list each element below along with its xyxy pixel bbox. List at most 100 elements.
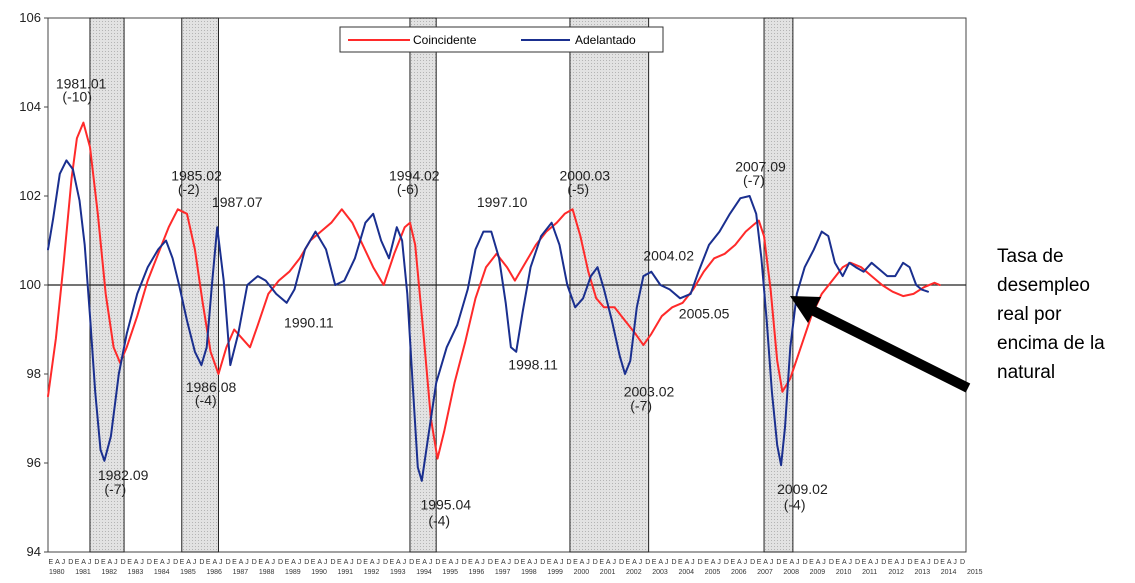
- x-year-label: 2003: [652, 569, 668, 576]
- x-year-label: 2000: [574, 569, 590, 576]
- annotations: 1981.01(-10)1982.09(-7)1985.02(-2)1987.0…: [56, 75, 828, 528]
- annotation-label: (-7): [104, 481, 126, 497]
- x-month-tick: J: [298, 559, 302, 566]
- x-month-tick: E: [652, 559, 657, 566]
- side-note-line: real por: [997, 304, 1062, 325]
- x-month-tick: E: [547, 559, 552, 566]
- x-year-label: 1987: [233, 569, 249, 576]
- x-year-label: 1992: [364, 569, 380, 576]
- x-month-tick: A: [291, 559, 296, 566]
- x-month-tick: J: [927, 559, 931, 566]
- x-month-tick: J: [455, 559, 459, 566]
- x-month-tick: E: [101, 559, 106, 566]
- x-month-tick: E: [389, 559, 394, 566]
- x-month-tick: E: [49, 559, 54, 566]
- x-month-tick: J: [770, 559, 774, 566]
- annotation-label: 1998.11: [508, 357, 558, 373]
- x-month-tick: E: [232, 559, 237, 566]
- annotation-label: 1995.04: [420, 497, 471, 513]
- x-month-tick: E: [127, 559, 132, 566]
- x-month-tick: A: [239, 559, 244, 566]
- x-month-tick: A: [553, 559, 558, 566]
- x-month-tick: A: [868, 559, 873, 566]
- x-month-tick: D: [776, 559, 781, 566]
- x-month-tick: D: [304, 559, 309, 566]
- x-month-tick: A: [527, 559, 532, 566]
- x-month-tick: D: [960, 559, 965, 566]
- x-month-tick: E: [442, 559, 447, 566]
- x-year-label: 2011: [862, 569, 877, 576]
- x-month-tick: E: [678, 559, 683, 566]
- x-month-tick: J: [376, 559, 380, 566]
- x-month-tick: D: [934, 559, 939, 566]
- annotation-label: 2004.02: [643, 248, 694, 264]
- x-month-tick: E: [337, 559, 342, 566]
- series-line-adelantado: [47, 159, 929, 482]
- annotation-label: 1990.11: [284, 314, 334, 330]
- x-month-tick: J: [586, 559, 590, 566]
- x-month-tick: A: [55, 559, 60, 566]
- y-tick-label: 100: [19, 277, 41, 292]
- annotation-label: 2005.05: [679, 305, 730, 321]
- x-year-label: 2010: [836, 569, 852, 576]
- arrow-annotation: [790, 296, 971, 393]
- x-month-tick: D: [94, 559, 99, 566]
- annotation-label: 2000.03: [559, 167, 610, 183]
- x-month-tick: J: [639, 559, 643, 566]
- x-month-tick: A: [842, 559, 847, 566]
- side-note-line: desempleo: [997, 275, 1090, 296]
- y-tick-label: 94: [27, 544, 41, 559]
- x-month-tick: A: [685, 559, 690, 566]
- x-month-tick: E: [494, 559, 499, 566]
- x-month-tick: J: [717, 559, 721, 566]
- x-month-tick: A: [212, 559, 217, 566]
- x-month-tick: J: [271, 559, 275, 566]
- x-month-tick: A: [501, 559, 506, 566]
- x-month-tick: J: [953, 559, 957, 566]
- x-month-tick: D: [488, 559, 493, 566]
- x-month-tick: J: [167, 559, 171, 566]
- annotation-label: 1981.01: [56, 75, 107, 91]
- x-year-label: 2012: [888, 569, 904, 576]
- x-year-label: 1994: [416, 569, 432, 576]
- x-month-tick: J: [665, 559, 669, 566]
- x-month-tick: D: [698, 559, 703, 566]
- x-month-tick: A: [344, 559, 349, 566]
- annotation-label: (-2): [178, 181, 200, 197]
- x-year-label: 1990: [311, 569, 327, 576]
- side-note-line: encima de la: [997, 333, 1105, 354]
- x-month-tick: D: [462, 559, 467, 566]
- x-month-tick: E: [416, 559, 421, 566]
- x-month-tick: J: [403, 559, 407, 566]
- x-year-label: 1980: [49, 569, 65, 576]
- x-month-tick: A: [763, 559, 768, 566]
- x-month-tick: J: [140, 559, 144, 566]
- x-month-tick: E: [206, 559, 211, 566]
- annotation-label: 2009.02: [777, 481, 828, 497]
- x-month-tick: D: [567, 559, 572, 566]
- x-year-label: 1986: [206, 569, 222, 576]
- x-month-tick: A: [449, 559, 454, 566]
- x-month-tick: D: [226, 559, 231, 566]
- annotation-label: (-4): [195, 392, 217, 408]
- x-month-tick: D: [829, 559, 834, 566]
- arrow-head: [790, 296, 821, 323]
- x-month-tick: E: [75, 559, 80, 566]
- x-month-tick: D: [855, 559, 860, 566]
- x-year-label: 1985: [180, 569, 196, 576]
- x-year-label: 2006: [731, 569, 747, 576]
- annotation-label: (-5): [567, 181, 589, 197]
- x-month-tick: A: [108, 559, 113, 566]
- y-tick-label: 106: [19, 10, 41, 25]
- x-year-label: 1997: [495, 569, 511, 576]
- x-month-tick: A: [160, 559, 165, 566]
- x-month-tick: D: [383, 559, 388, 566]
- x-month-tick: J: [114, 559, 118, 566]
- x-month-tick: E: [757, 559, 762, 566]
- x-year-label: 1999: [547, 569, 563, 576]
- x-month-tick: J: [875, 559, 879, 566]
- x-year-label: 2004: [678, 569, 694, 576]
- x-month-tick: E: [285, 559, 290, 566]
- x-month-tick: E: [704, 559, 709, 566]
- annotation-label: (-7): [630, 397, 652, 413]
